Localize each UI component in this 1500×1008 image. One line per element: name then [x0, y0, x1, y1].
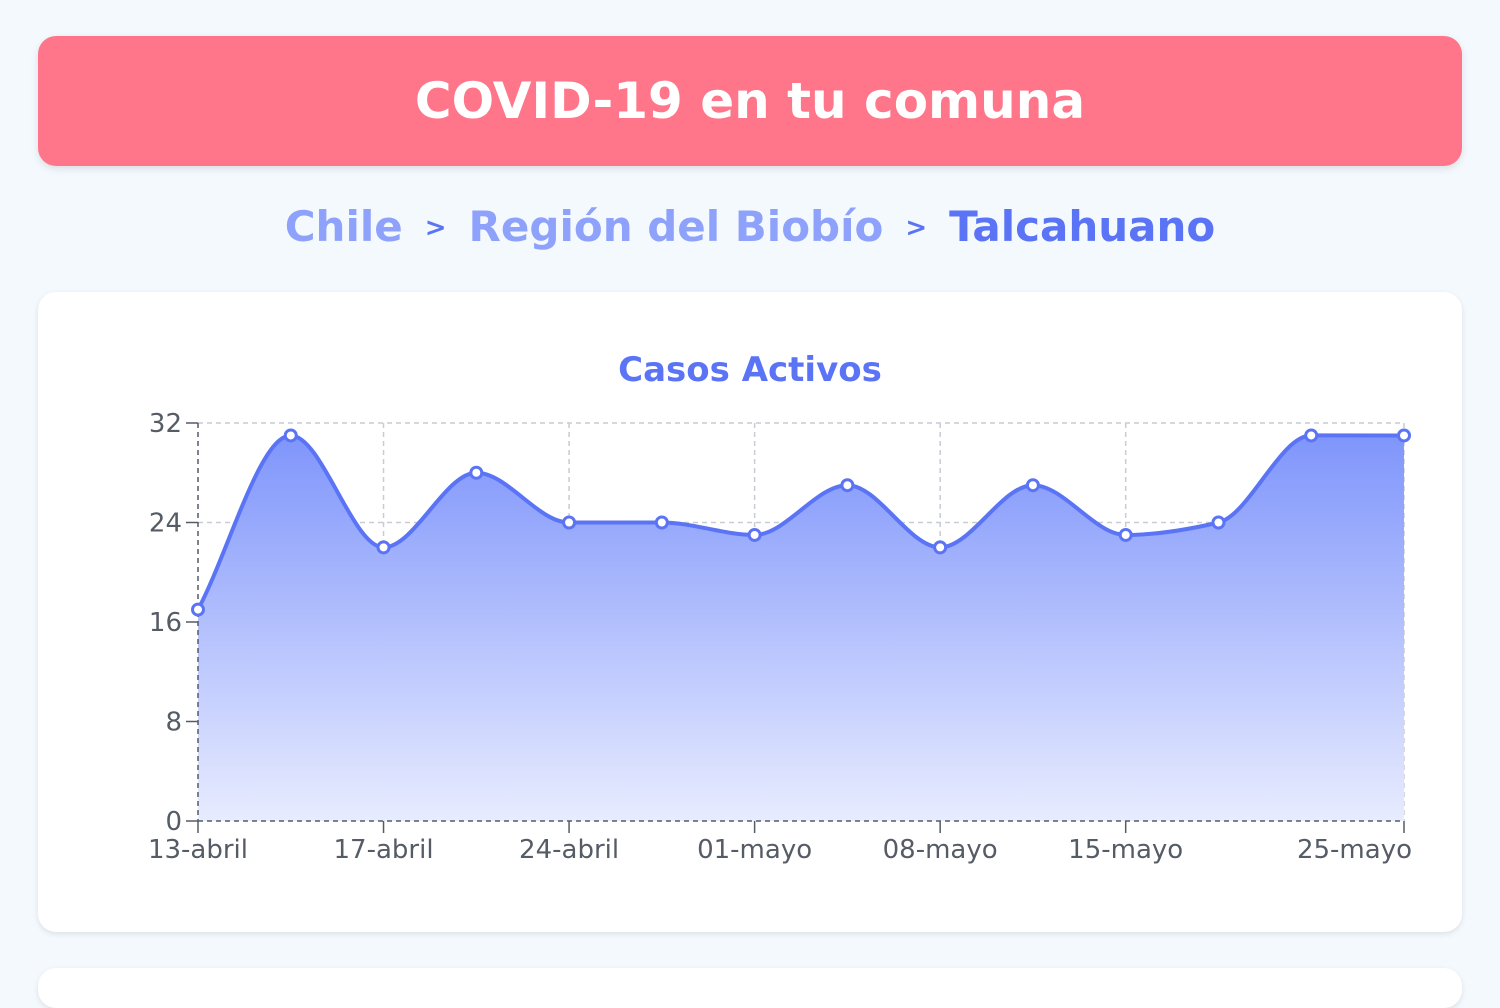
- chart-title: Casos Activos: [618, 350, 882, 390]
- data-point: [840, 478, 855, 493]
- data-point: [1025, 478, 1040, 493]
- page-title: COVID-19 en tu comuna: [414, 72, 1086, 130]
- breadcrumb-separator: >: [424, 213, 447, 243]
- breadcrumb-commune: Talcahuano: [949, 201, 1216, 251]
- x-tick-label: 17-abril: [334, 835, 434, 865]
- data-point: [1211, 515, 1226, 530]
- data-point: [191, 602, 205, 617]
- x-tick-label: 01-mayo: [697, 835, 812, 865]
- breadcrumb: Chile > Región del Biobío > Talcahuano: [0, 196, 1500, 256]
- data-point: [933, 540, 948, 555]
- area-fill: [198, 435, 1404, 821]
- x-tick-label: 25-mayo: [1297, 835, 1412, 865]
- active-cases-chart: Casos Activos 0 8 16 24 32 13-abril 17-abril 24…: [148, 350, 1412, 865]
- data-point: [1118, 527, 1133, 542]
- series-line: [196, 433, 1404, 611]
- breadcrumb-region[interactable]: Región del Biobío: [468, 201, 884, 251]
- data-point: [283, 428, 298, 443]
- chart-card: Casos Activos 0 8 16 24 32 13-abril 17-abril 24…: [38, 292, 1462, 932]
- y-tick-label: 24: [149, 509, 182, 539]
- x-tick-label: 08-mayo: [883, 835, 998, 865]
- axes: 0 8 16 24 32 13-abril 17-abril 24-abril 01-mayo 0…: [148, 409, 1412, 865]
- data-point: [562, 515, 577, 530]
- data-point: [747, 527, 762, 542]
- data-point: [1304, 428, 1319, 443]
- data-point: [654, 515, 669, 530]
- breadcrumb-separator: >: [905, 213, 928, 243]
- header-banner: COVID-19 en tu comuna: [38, 36, 1462, 166]
- y-tick-label: 8: [165, 708, 182, 738]
- x-tick-label: 13-abril: [148, 835, 248, 865]
- breadcrumb-country[interactable]: Chile: [284, 201, 403, 251]
- y-tick-label: 32: [149, 409, 182, 439]
- y-tick-label: 16: [149, 608, 182, 638]
- data-point: [376, 540, 391, 555]
- area-layer: [196, 433, 1404, 821]
- y-tick-label: 0: [165, 807, 182, 837]
- points-layer: [191, 428, 1411, 617]
- next-card: [38, 968, 1462, 1008]
- data-point: [469, 465, 484, 480]
- data-point: [1397, 428, 1411, 443]
- x-tick-label: 15-mayo: [1068, 835, 1183, 865]
- x-tick-label: 24-abril: [519, 835, 619, 865]
